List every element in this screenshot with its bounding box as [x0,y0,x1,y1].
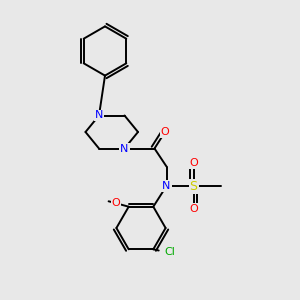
Text: N: N [162,181,171,191]
Text: Cl: Cl [164,247,175,257]
Text: O: O [160,127,169,137]
Text: N: N [120,143,129,154]
Text: O: O [189,158,198,169]
Text: O: O [189,203,198,214]
Text: O: O [112,198,121,208]
Text: N: N [95,110,103,121]
Text: S: S [190,179,197,193]
